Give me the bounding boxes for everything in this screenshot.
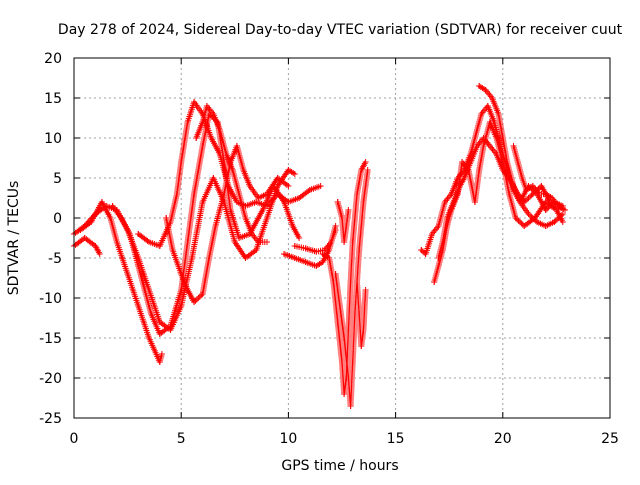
data-series xyxy=(71,83,568,409)
series-trace-10 xyxy=(319,159,369,397)
y-tick-label: 0 xyxy=(53,211,62,227)
series-markers xyxy=(334,199,352,245)
y-tick-label: -10 xyxy=(39,291,62,307)
axis-ticks: 0 5 10 15 20 25 -25 -20 -15 -10 -5 0 5 10 15 20 xyxy=(39,51,619,447)
y-tick-label: 10 xyxy=(44,131,62,147)
series-markers xyxy=(435,135,561,261)
y-tick-label: -25 xyxy=(39,411,62,427)
series-markers xyxy=(291,229,338,255)
series-markers xyxy=(193,103,268,245)
y-tick-label: 5 xyxy=(53,171,62,187)
series-markers xyxy=(135,99,322,249)
series-trace-9 xyxy=(291,227,339,255)
series-markers xyxy=(71,235,102,256)
x-axis-label: GPS time / hours xyxy=(281,458,398,474)
series-markers xyxy=(77,199,165,365)
series-trace-7 xyxy=(193,103,270,245)
y-tick-label: 20 xyxy=(44,51,62,67)
chart-title: Day 278 of 2024, Sidereal Day-to-day VTE… xyxy=(58,22,623,38)
x-tick-label: 25 xyxy=(601,431,619,447)
series-trace-17 xyxy=(435,135,562,261)
y-tick-label: -20 xyxy=(39,371,62,387)
series-trace-12 xyxy=(334,199,352,245)
series-markers xyxy=(510,143,567,212)
series-trace-3 xyxy=(77,199,165,365)
y-tick-label: -5 xyxy=(48,251,62,267)
series-markers xyxy=(163,143,290,305)
series-trace-2 xyxy=(71,235,103,257)
y-tick-label: 15 xyxy=(44,91,62,107)
x-tick-label: 5 xyxy=(177,431,186,447)
series-trace-6 xyxy=(163,143,292,305)
plot-frame xyxy=(73,57,611,419)
x-tick-label: 15 xyxy=(387,431,405,447)
x-tick-label: 20 xyxy=(494,431,512,447)
x-tick-label: 0 xyxy=(70,431,79,447)
data-point xyxy=(559,211,566,217)
y-axis-label: SDTVAR / TECUs xyxy=(6,181,22,296)
x-tick-label: 10 xyxy=(279,431,297,447)
y-tick-label: -15 xyxy=(39,331,62,347)
series-trace-13 xyxy=(354,279,369,349)
series-markers xyxy=(354,279,369,349)
series-trace-18 xyxy=(510,143,568,213)
